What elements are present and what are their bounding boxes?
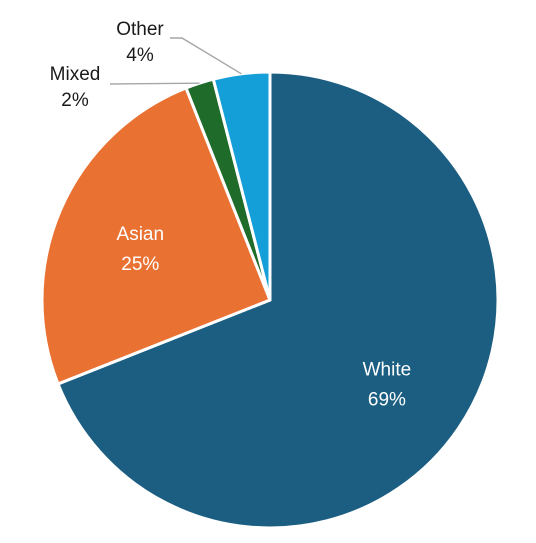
label-other-name: Other: [116, 19, 164, 40]
label-mixed-value: 2%: [61, 90, 89, 111]
leader-lines: [109, 37, 242, 85]
pie-slices: [40, 70, 500, 530]
label-asian-value: 25%: [121, 254, 159, 275]
slice-labels: White 69% Asian 25% Mixed 2% Other 4%: [50, 19, 412, 411]
leader-line-mixed: [109, 82, 200, 85]
leader-line-other: [170, 37, 242, 75]
label-white-value: 69%: [368, 390, 406, 411]
slice-other: [211, 70, 272, 302]
label-white-name: White: [363, 360, 412, 381]
label-mixed-name: Mixed: [50, 64, 101, 85]
label-asian-name: Asian: [117, 224, 165, 245]
slice-asian: [40, 86, 272, 386]
slice-white: [56, 70, 500, 530]
label-other-value: 4%: [126, 45, 154, 66]
